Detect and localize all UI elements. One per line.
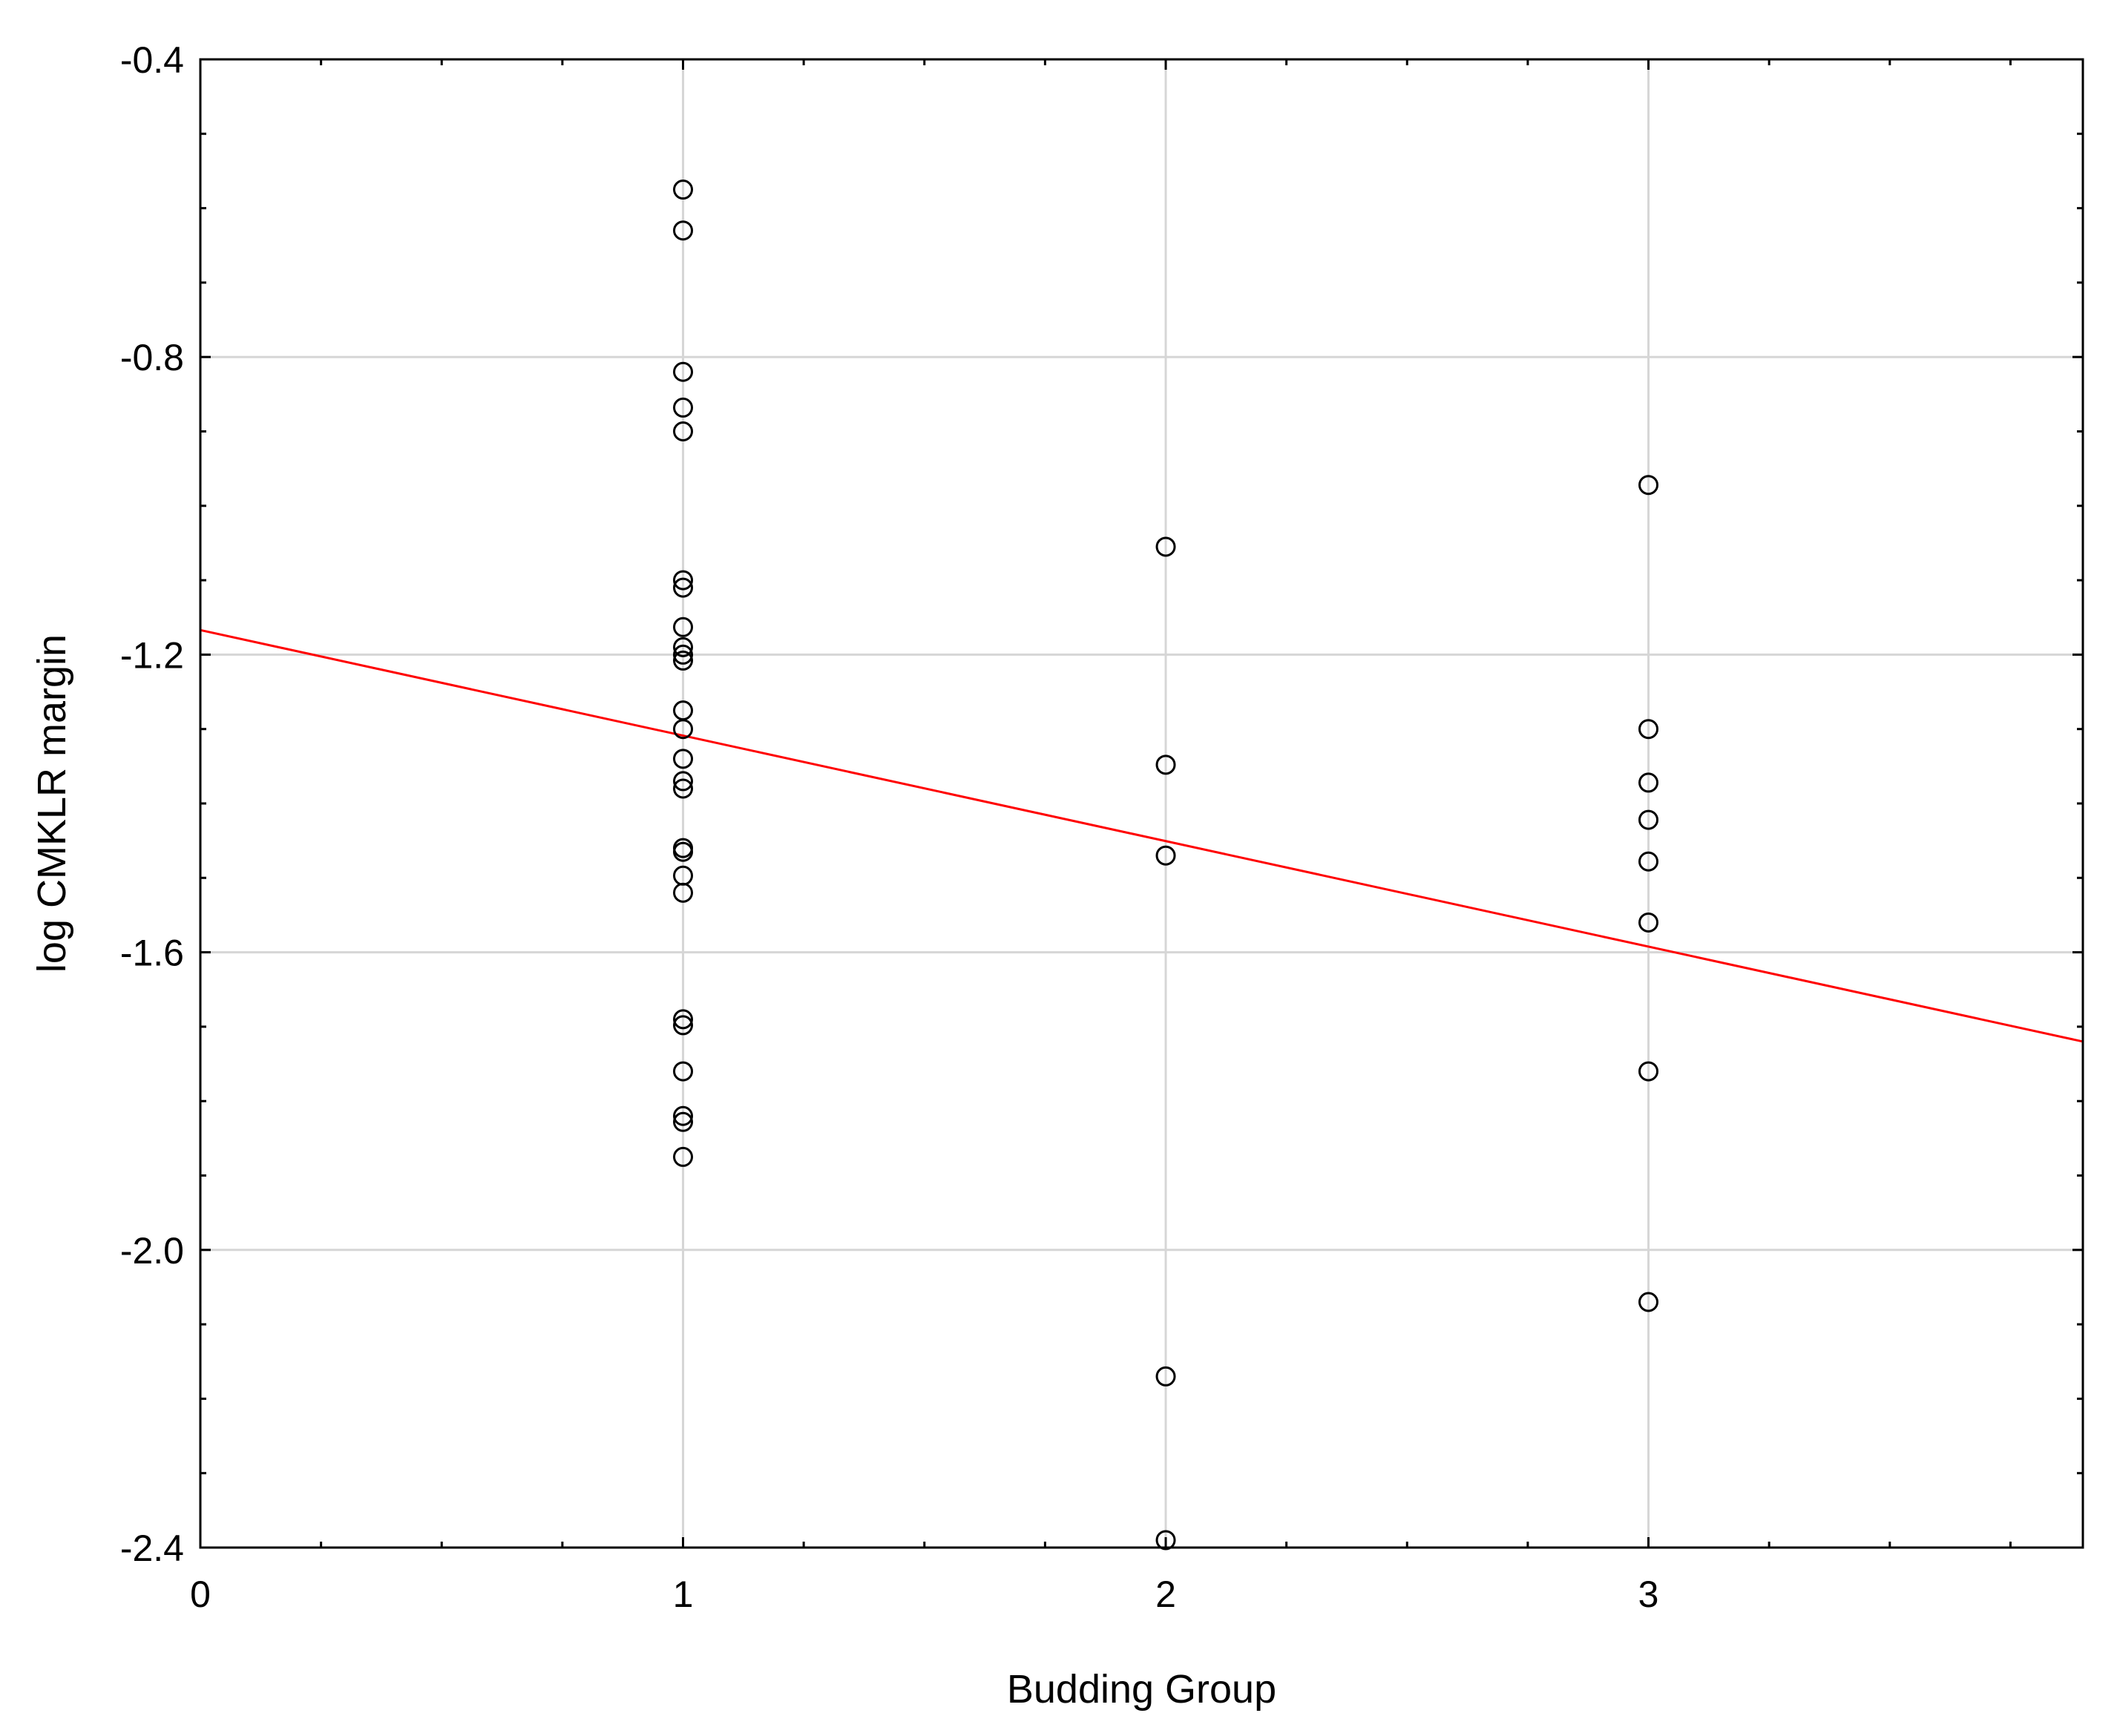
x-tick-label: 3 [1638, 1574, 1659, 1615]
data-point [1155, 845, 1176, 866]
data-point [673, 719, 694, 740]
x-tick-label: 2 [1155, 1574, 1176, 1615]
regression-line-group [200, 628, 2084, 1043]
x-axis-title: Budding Group [1007, 1667, 1276, 1712]
x-tick-label: 0 [190, 1574, 211, 1615]
x-tick-labels: 0 1 2 3 [190, 1574, 1658, 1615]
y-tick-label: -2.4 [120, 1528, 184, 1569]
data-point [673, 1111, 694, 1132]
data-point [673, 1015, 694, 1036]
data-point [673, 617, 694, 637]
y-tick-labels: -0.4 -0.8 -1.2 -1.6 -2.0 -2.4 [120, 39, 184, 1569]
y-axis-title: log CMKLR margin [30, 634, 74, 973]
data-point [673, 421, 694, 441]
regression-line [200, 628, 2084, 1043]
axis-ticks [199, 58, 2083, 1549]
data-point [673, 644, 694, 665]
data-point [673, 650, 694, 671]
data-point [1638, 719, 1659, 740]
data-point [673, 180, 694, 200]
data-point [1638, 1292, 1659, 1312]
data-point [1638, 1061, 1659, 1082]
data-point [673, 749, 694, 769]
data-point [673, 1009, 694, 1030]
data-point [1155, 1366, 1176, 1387]
data-point [673, 570, 694, 591]
x-tick-label: 1 [673, 1574, 694, 1615]
data-point [673, 1105, 694, 1126]
y-tick-label: -1.6 [120, 933, 184, 974]
data-point [1155, 754, 1176, 775]
data-point [1638, 772, 1659, 793]
data-point [673, 1146, 694, 1167]
data-point [673, 841, 694, 862]
data-point [1155, 536, 1176, 557]
data-point [673, 778, 694, 799]
y-tick-label: -0.8 [120, 337, 184, 378]
plot-frame [199, 58, 2084, 1549]
y-tick-label: -2.0 [120, 1230, 184, 1272]
data-point [1638, 912, 1659, 933]
data-point [1638, 475, 1659, 496]
data-point [673, 397, 694, 418]
data-point [673, 882, 694, 903]
data-point [1638, 809, 1659, 830]
grid-lines [200, 59, 2083, 1548]
data-point [673, 361, 694, 382]
data-point [673, 771, 694, 792]
data-point [1155, 1530, 1176, 1551]
y-tick-label: -1.2 [120, 634, 184, 676]
y-tick-label: -0.4 [120, 39, 184, 81]
data-point [673, 637, 694, 657]
data-points [673, 180, 1659, 1551]
data-point [673, 577, 694, 598]
data-point [1638, 851, 1659, 872]
data-point [673, 1061, 694, 1082]
data-point [673, 220, 694, 241]
